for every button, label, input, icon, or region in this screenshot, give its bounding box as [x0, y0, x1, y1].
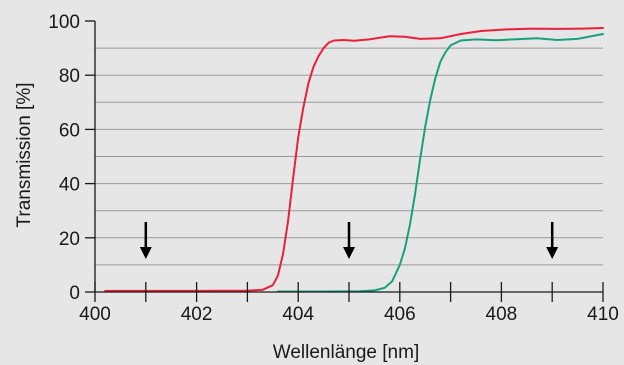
arrow-head: [139, 247, 152, 259]
y-tick-label: 20: [59, 229, 80, 250]
marker-arrows: [139, 222, 559, 259]
series-line-1: [104, 27, 604, 292]
arrow-head: [546, 247, 559, 259]
gridlines: [95, 47, 603, 266]
axes: [85, 20, 604, 302]
x-tick-label: 406: [384, 304, 416, 325]
x-tick-label: 400: [79, 304, 111, 325]
y-tick-label: 100: [48, 12, 80, 33]
x-tick-label: 402: [181, 304, 213, 325]
x-axis-title: Wellenlänge [nm]: [273, 342, 419, 363]
y-tick-label: 80: [59, 66, 80, 87]
tick-labels: 0 20 40 60 80 100 400 402 404 406 408 410: [48, 12, 619, 325]
y-tick-label: 40: [59, 175, 80, 196]
series-line-2: [276, 33, 604, 293]
y-axis-title: Transmission [%]: [14, 83, 35, 228]
arrow-head: [343, 247, 355, 259]
y-tick-label: 60: [59, 120, 80, 141]
x-tick-label: 410: [587, 304, 619, 325]
y-tick-label: 0: [69, 283, 80, 304]
x-tick-label: 408: [486, 304, 518, 325]
x-tick-label: 404: [282, 304, 314, 325]
series-lines: [104, 27, 604, 293]
